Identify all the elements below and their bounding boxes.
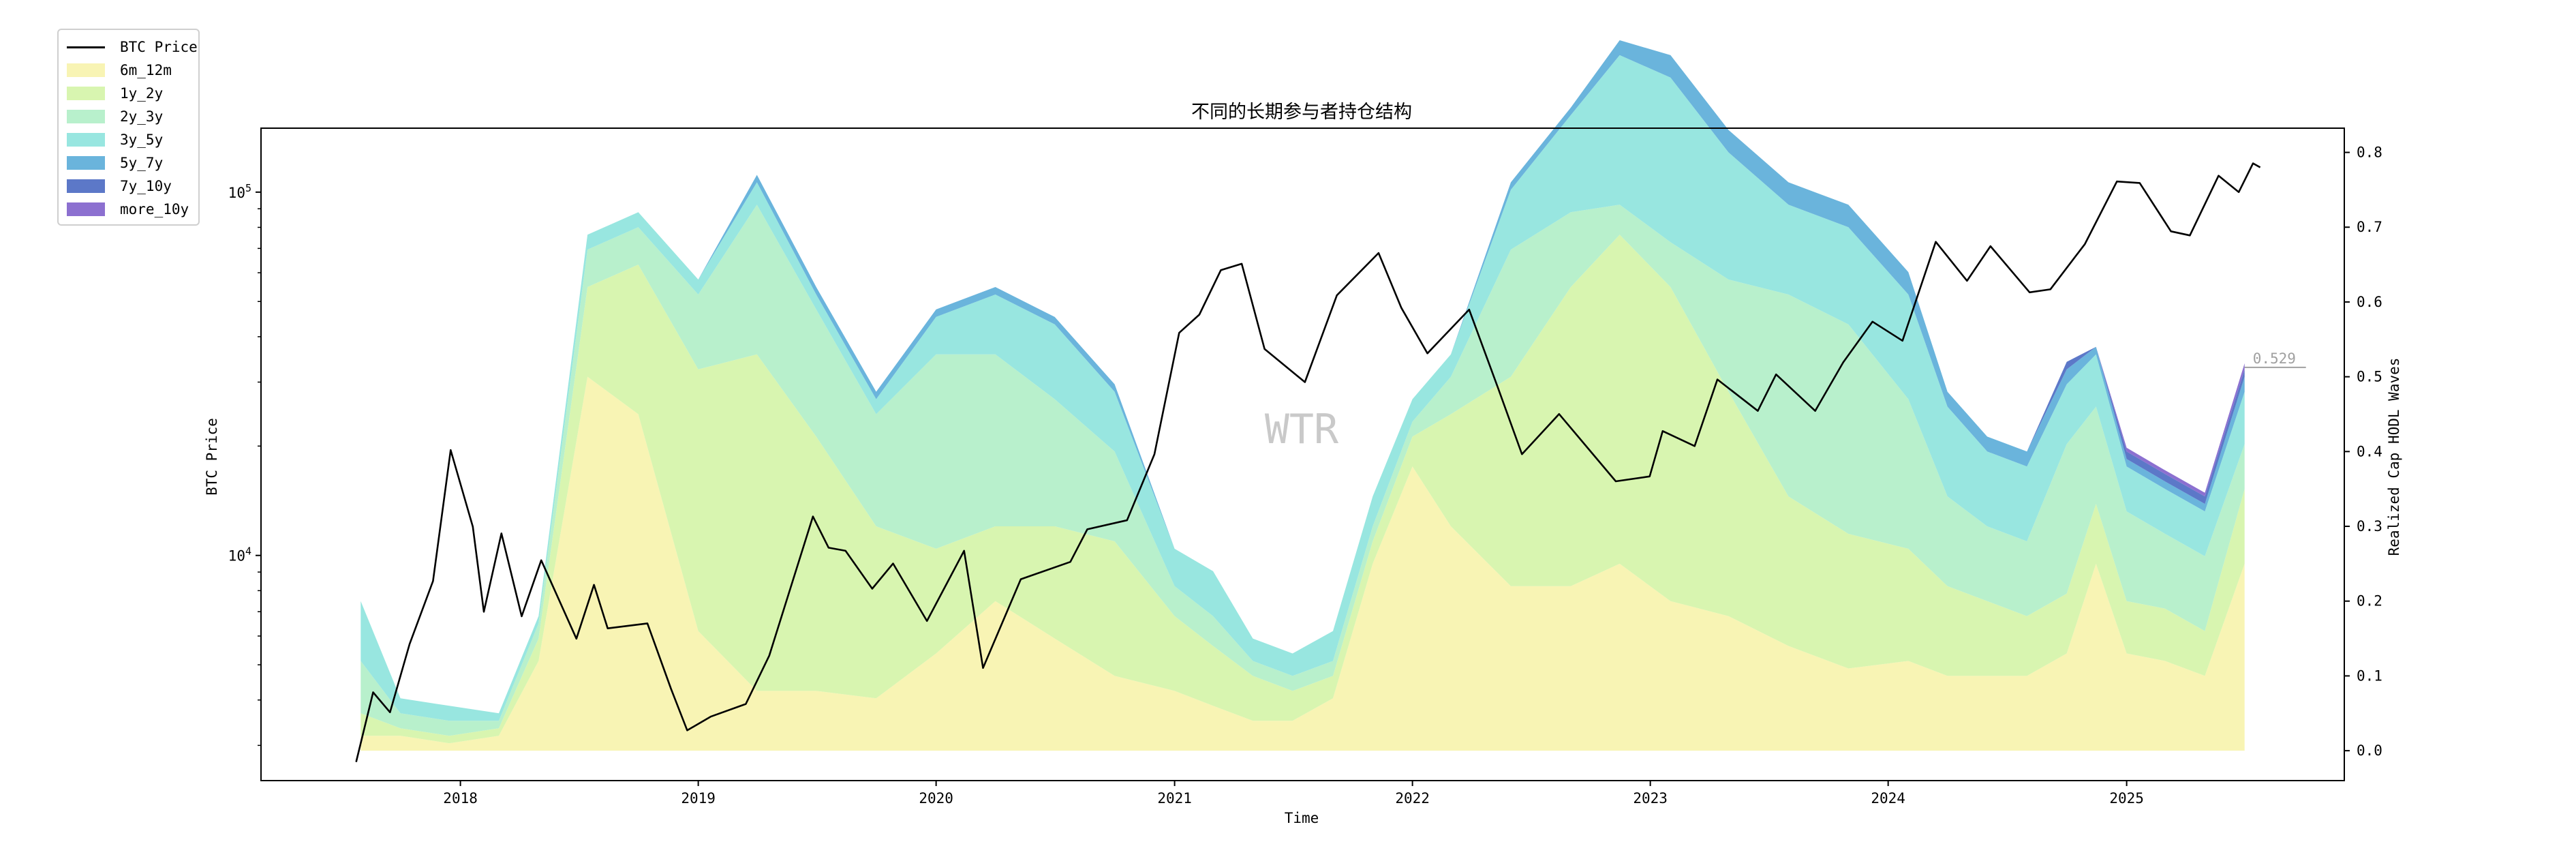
legend-item: 3y_5y <box>59 128 163 151</box>
x-tick-label: 2025 <box>2109 790 2144 807</box>
legend-swatch <box>67 202 105 216</box>
legend-item: BTC Price <box>59 35 198 59</box>
legend-label: 3y_5y <box>120 132 164 148</box>
x-tick-label: 2024 <box>1871 790 1905 807</box>
legend: BTC Price 6m_12m 1y_2y 2y_3y 3y_5y 5y_7y 7y_10… <box>57 29 200 226</box>
x-tick-label: 2020 <box>919 790 953 807</box>
legend-swatch <box>67 156 105 170</box>
legend-label: BTC Price <box>120 39 198 55</box>
x-axis-label: Time <box>1285 810 1319 826</box>
y-axis-right-label: Realized Cap HODL Waves <box>2386 358 2402 556</box>
legend-item: 2y_3y <box>59 105 163 128</box>
y-right-tick-label: 0.7 <box>2357 219 2382 235</box>
y-right-tick-label: 0.5 <box>2357 369 2382 385</box>
x-tick-label: 2021 <box>1157 790 1192 807</box>
y-left-tick-label: 104 <box>228 545 251 564</box>
legend-swatch <box>67 87 105 100</box>
area-1y_2y <box>361 235 2245 744</box>
y-right-tick-label: 0.1 <box>2357 667 2382 684</box>
y-right-tick-label: 0.0 <box>2357 742 2382 759</box>
legend-swatch <box>67 133 105 147</box>
legend-item: 1y_2y <box>59 82 163 105</box>
legend-label: 6m_12m <box>120 62 172 78</box>
x-tick-label: 2019 <box>681 790 716 807</box>
legend-swatch <box>67 179 105 193</box>
legend-swatch <box>67 46 105 48</box>
watermark: WTR <box>1265 406 1339 453</box>
y-right-tick-label: 0.2 <box>2357 593 2382 609</box>
legend-swatch <box>67 63 105 77</box>
y-right-tick-label: 0.3 <box>2357 518 2382 534</box>
btc-price-line <box>355 162 2261 763</box>
legend-item: 7y_10y <box>59 175 172 198</box>
legend-label: 5y_7y <box>120 155 164 171</box>
y-left-tick-label: 105 <box>228 182 251 201</box>
y-right-tick-label: 0.6 <box>2357 294 2382 310</box>
plot-frame <box>260 127 2345 781</box>
axes: 2018 2019 2020 2021 2022 2023 2024 2025 0.0 0.1 0.… <box>228 127 2382 807</box>
hodl-wave-areas: 0.529 <box>361 40 2306 751</box>
y-axis-left-label: BTC Price <box>204 418 220 496</box>
legend-swatch <box>67 110 105 123</box>
y-right-tick-label: 0.4 <box>2357 443 2382 459</box>
legend-label: 7y_10y <box>120 178 172 194</box>
x-tick-label: 2022 <box>1395 790 1430 807</box>
last-value-label: 0.529 <box>2253 350 2296 367</box>
legend-label: 1y_2y <box>120 85 164 102</box>
legend-label: 2y_3y <box>120 108 164 125</box>
legend-item: 5y_7y <box>59 151 163 175</box>
area-2y_3y <box>361 205 2245 736</box>
area-3y_5y <box>361 55 2245 721</box>
legend-item: 6m_12m <box>59 59 172 82</box>
legend-item: more_10y <box>59 198 189 221</box>
btc-price-layer <box>355 162 2261 763</box>
x-tick-label: 2023 <box>1633 790 1668 807</box>
chart-title: 不同的长期参与者持仓结构 <box>1191 102 1412 123</box>
y-right-tick-label: 0.8 <box>2357 145 2382 161</box>
x-tick-label: 2018 <box>443 790 478 807</box>
area-6m_12m <box>361 376 2245 751</box>
legend-label: more_10y <box>120 201 189 217</box>
